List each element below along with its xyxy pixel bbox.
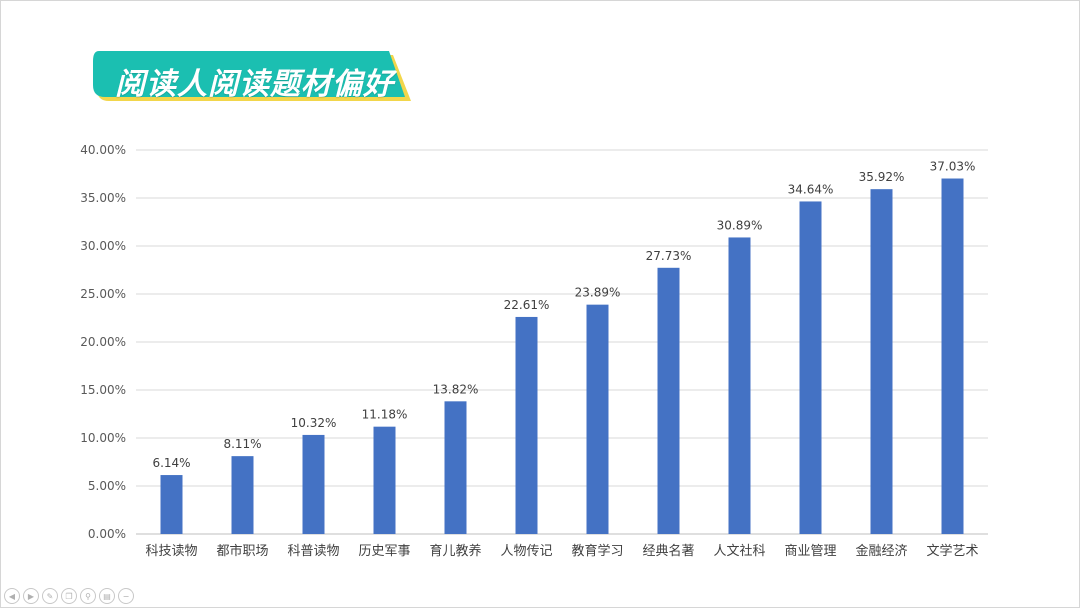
bar xyxy=(444,401,467,534)
data-label: 30.89% xyxy=(717,218,763,232)
y-tick-label: 0.00% xyxy=(88,527,126,541)
prev-icon[interactable]: ◀ xyxy=(4,588,20,604)
x-tick-label: 人物传记 xyxy=(500,544,552,559)
bar xyxy=(515,316,538,534)
data-label: 6.14% xyxy=(152,456,190,470)
zoom-icon[interactable]: ⚲ xyxy=(80,588,96,604)
bar xyxy=(302,434,325,534)
menu-icon[interactable]: ▤ xyxy=(99,588,115,604)
data-label: 23.89% xyxy=(575,286,621,300)
next-icon[interactable]: ▶ xyxy=(23,588,39,604)
bar xyxy=(799,201,822,534)
x-tick-label: 科技读物 xyxy=(145,544,197,559)
y-tick-label: 10.00% xyxy=(80,431,126,445)
data-label: 27.73% xyxy=(646,249,692,263)
title-banner: 阅读人阅读题材偏好 xyxy=(93,51,413,103)
bar xyxy=(941,178,964,534)
x-tick-label: 商业管理 xyxy=(784,544,836,559)
y-tick-label: 15.00% xyxy=(80,383,126,397)
minus-icon[interactable]: − xyxy=(118,588,134,604)
x-tick-label: 金融经济 xyxy=(855,543,907,559)
bar xyxy=(657,267,680,534)
data-label: 22.61% xyxy=(504,298,550,312)
data-label: 35.92% xyxy=(859,170,905,184)
x-tick-label: 育儿教养 xyxy=(429,543,481,559)
copy-icon[interactable]: ❐ xyxy=(61,588,77,604)
y-tick-label: 35.00% xyxy=(80,191,126,205)
bar xyxy=(160,475,183,534)
x-tick-label: 文学艺术 xyxy=(926,543,978,559)
data-label: 37.03% xyxy=(930,160,976,174)
x-tick-label: 科普读物 xyxy=(287,544,339,559)
y-tick-label: 20.00% xyxy=(80,335,126,349)
title-banner-shape xyxy=(93,51,411,101)
y-tick-label: 25.00% xyxy=(80,287,126,301)
y-tick-label: 30.00% xyxy=(80,239,126,253)
data-label: 8.11% xyxy=(223,437,261,451)
data-label: 34.64% xyxy=(788,182,834,196)
x-tick-label: 历史军事 xyxy=(358,544,410,559)
bar xyxy=(231,456,254,534)
data-label: 13.82% xyxy=(433,382,479,396)
bar xyxy=(373,426,396,534)
data-label: 11.18% xyxy=(362,408,408,422)
x-tick-label: 都市职场 xyxy=(216,543,268,559)
bar xyxy=(728,237,751,534)
y-tick-label: 5.00% xyxy=(88,479,126,493)
bar xyxy=(586,304,609,534)
pen-icon[interactable]: ✎ xyxy=(42,588,58,604)
x-tick-label: 经典名著 xyxy=(642,543,694,559)
data-label: 10.32% xyxy=(291,416,337,430)
slide-toolbar: ◀ ▶ ✎ ❐ ⚲ ▤ − xyxy=(4,588,134,606)
x-tick-label: 人文社科 xyxy=(713,543,765,559)
page-title: 阅读人阅读题材偏好 xyxy=(115,67,394,102)
y-tick-label: 40.00% xyxy=(80,143,126,157)
x-tick-label: 教育学习 xyxy=(571,543,623,559)
bar xyxy=(870,189,893,534)
